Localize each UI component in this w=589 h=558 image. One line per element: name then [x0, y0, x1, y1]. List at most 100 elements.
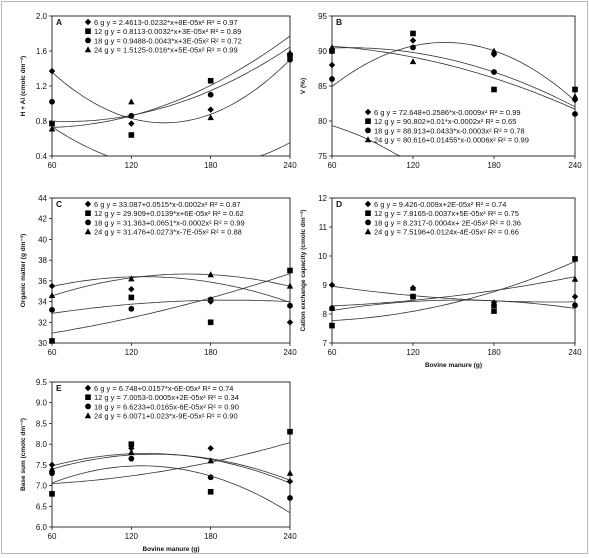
- y-axis-title: Organic matter (g dm⁻³): [20, 234, 27, 308]
- x-tick-label: 240: [283, 161, 297, 170]
- data-point-24g: [128, 98, 135, 105]
- legend-text: 24 g y = 7.5196+0.0124x-4E-05x² R² = 0.6…: [374, 228, 519, 237]
- x-tick-label: 240: [568, 161, 582, 170]
- data-point-24g: [48, 125, 56, 132]
- data-point-24g: [409, 284, 417, 291]
- legend-text: 18 g y = 88.913+0.0433*x-0.0003x² R² = 0…: [374, 126, 525, 135]
- y-tick-label: 10: [318, 252, 327, 261]
- data-point-12g: [207, 488, 214, 495]
- fit-curve-24g: [51, 465, 291, 514]
- data-point-24g: [207, 271, 214, 278]
- panel-letter: B: [336, 17, 342, 27]
- y-axis-title: V (%): [300, 78, 307, 94]
- fit-curve-24g: [51, 126, 291, 157]
- data-point-24g: [409, 58, 417, 65]
- data-point-24g: [128, 275, 135, 282]
- data-point-24g: [328, 304, 336, 311]
- fit-curve-12g: [51, 273, 291, 334]
- data-point-18g: [287, 56, 293, 63]
- data-point-12g: [207, 319, 214, 326]
- x-tick-label: 180: [204, 348, 218, 357]
- legend-marker-12g: [85, 210, 91, 216]
- data-point-12g: [410, 30, 416, 37]
- y-tick-label: 8: [323, 310, 328, 319]
- legend-marker-18g: [85, 403, 91, 410]
- y-tick-label: 0.8: [36, 117, 48, 126]
- fit-curve-12g: [51, 35, 291, 128]
- data-point-12g: [128, 132, 135, 138]
- legend-marker-18g: [85, 219, 91, 226]
- legend-marker-18g: [85, 37, 91, 44]
- y-tick-label: 95: [318, 12, 327, 21]
- data-point-12g: [287, 428, 293, 435]
- y-tick-label: 30: [38, 339, 47, 348]
- data-point-18g: [287, 302, 293, 309]
- x-tick-label: 120: [406, 161, 420, 170]
- data-point-18g: [207, 296, 214, 303]
- data-point-18g: [128, 305, 135, 312]
- data-point-12g: [491, 308, 497, 314]
- y-tick-label: 9.0: [36, 399, 48, 408]
- data-point-6g: [48, 461, 56, 469]
- fit-curve-24g: [51, 299, 291, 314]
- x-tick-label: 180: [487, 348, 501, 357]
- legend-text: 24 g y = 80.616+0.01455*x-0.0006x² R² = …: [374, 136, 529, 145]
- y-tick-label: 42: [38, 215, 47, 224]
- x-tick-label: 60: [328, 161, 337, 170]
- x-tick-label: 240: [283, 532, 297, 541]
- legend-marker-24g: [84, 46, 92, 53]
- y-tick-label: 36: [38, 277, 47, 286]
- y-tick-label: 7: [323, 339, 328, 348]
- panel-b: B 60 120 180 240 75 80 85 90 95 V (%) 6 g y = 72.64…: [300, 12, 582, 170]
- y-tick-label: 7.5: [36, 461, 48, 470]
- fit-curve-18g: [331, 276, 576, 307]
- panel-letter: A: [56, 17, 62, 27]
- legend-text: 12 g y = 29.909+0.0139*x+6E-05x² R² = 0.…: [94, 209, 244, 218]
- data-point-24g: [207, 114, 214, 121]
- y-tick-label: 38: [38, 256, 47, 265]
- data-point-6g: [128, 285, 135, 293]
- legend-text: 12 g y = 90.802+0.01*x-0.0002x² R² = 0.6…: [374, 117, 516, 126]
- legend-text: 6 g y = 33.087+0.0515*x-0.0002x² R² = 0.…: [94, 200, 241, 209]
- data-point-6g: [207, 445, 214, 452]
- data-point-18g: [572, 111, 578, 117]
- legend-text: 24 g y = 6.0071+0.023*x-9E-05x² R² = 0.9…: [94, 412, 238, 421]
- legend-marker-6g: [84, 18, 92, 26]
- fit-curve-12g: [51, 442, 291, 484]
- data-point-18g: [410, 44, 416, 51]
- x-tick-label: 60: [48, 532, 57, 541]
- y-tick-label: 12: [318, 194, 327, 203]
- legend-marker-6g: [364, 200, 372, 208]
- y-tick-label: 0.4: [36, 152, 48, 161]
- y-tick-label: 2.0: [36, 12, 48, 21]
- y-tick-label: 11: [319, 223, 328, 232]
- panel-c: C 60 120 180 240 30 32 34 36 38 40 42 44 Organic matt…: [20, 194, 297, 357]
- legend-text: 18 g y = 0.9488-0.0043*x+3E-05x² R² = 0.…: [94, 36, 242, 45]
- legend-marker-12g: [85, 394, 91, 400]
- legend-text: 18 g y = 8.2317-0.0004x+ 2E-05x² R² = 0.…: [374, 218, 521, 227]
- data-point-24g: [571, 93, 579, 100]
- legend-text: 12 g y = 0.8113-0.0032*x+3E-05x² R² = 0.…: [94, 27, 241, 36]
- y-tick-label: 6.0: [36, 523, 48, 532]
- fit-curve-6g: [51, 276, 291, 303]
- x-tick-label: 240: [568, 348, 582, 357]
- y-tick-label: 6.5: [36, 502, 48, 511]
- panel-letter: C: [56, 199, 62, 209]
- x-tick-label: 120: [406, 348, 420, 357]
- panel-letter: D: [336, 199, 342, 209]
- fit-curve-6g: [51, 59, 291, 124]
- fit-curve-18g: [331, 47, 576, 108]
- data-point-12g: [491, 86, 497, 93]
- legend-text: 18 g y = 6.6233+0.0165x-6E-05x² R² = 0.9…: [94, 402, 239, 411]
- y-tick-label: 85: [318, 82, 327, 91]
- data-point-24g: [328, 44, 336, 51]
- data-point-24g: [571, 275, 579, 282]
- y-tick-label: 80: [318, 117, 327, 126]
- legend-text: 6 g y = 2.4613-0.0232*x+8E-05x² R² = 0.9…: [94, 18, 238, 27]
- data-point-6g: [207, 106, 214, 113]
- data-point-6g: [328, 61, 336, 69]
- data-point-12g: [128, 441, 135, 447]
- fit-curve-6g: [331, 41, 576, 102]
- data-point-24g: [207, 457, 214, 464]
